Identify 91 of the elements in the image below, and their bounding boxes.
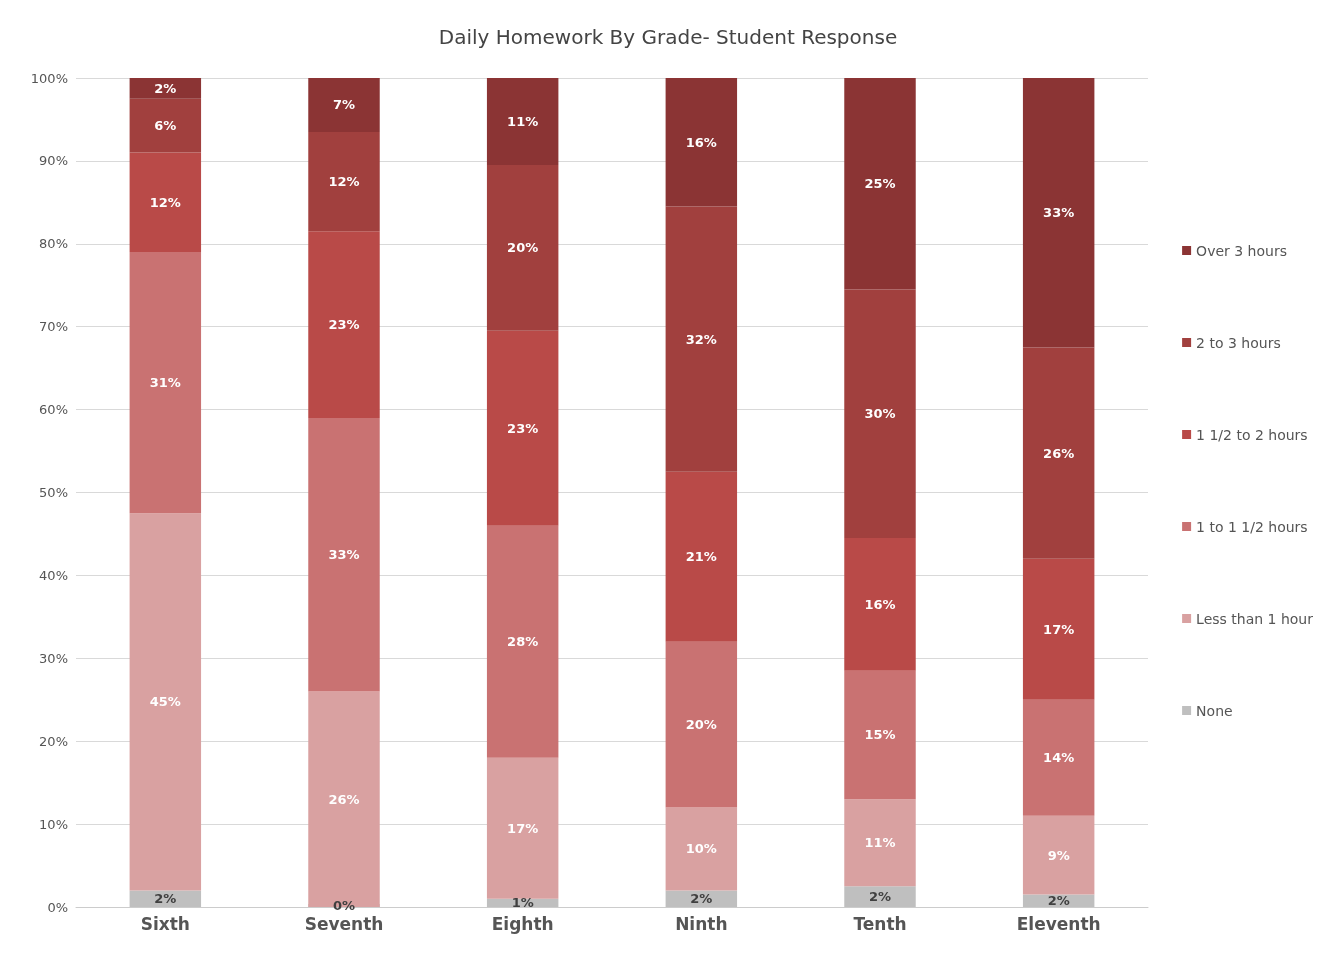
data-label: 26% [328,791,360,807]
bar [844,78,916,290]
y-tick-label: 10% [39,816,68,832]
data-label: 16% [864,596,896,612]
legend-label: 1 to 1 1/2 hours [1196,518,1308,535]
bar [129,513,202,891]
y-tick-label: 60% [39,402,68,418]
x-tick-label: Ninth [675,913,728,934]
data-label: 28% [507,634,539,650]
x-tick-label: Eleventh [1016,913,1101,934]
bar [308,231,380,418]
y-tick-label: 80% [39,236,68,252]
data-label: 33% [328,547,360,563]
bar [129,152,202,253]
bar [486,78,559,166]
y-tick-label: 50% [39,485,68,500]
y-tick-label: 90% [39,153,68,169]
data-label: 11% [864,835,896,851]
data-label: 11% [507,114,539,130]
bar [665,807,738,891]
data-label: 15% [864,727,896,743]
bar [486,330,559,526]
bar [844,886,916,907]
data-label: 16% [685,134,717,150]
bar [308,78,380,132]
bar [665,206,738,472]
data-label: 9% [1047,847,1070,863]
legend-label: 2 to 3 hours [1196,334,1281,351]
chart-title: Daily Homework By Grade- Student Response [438,25,898,49]
data-label: 12% [328,174,360,190]
data-label: 2% [690,891,713,907]
data-label: 31% [149,375,181,391]
data-label: 23% [328,317,360,333]
y-tick-label: 100% [30,70,68,86]
bar [665,641,738,808]
data-label: 2% [868,889,892,905]
bar [1022,815,1095,895]
y-tick-label: 40% [39,567,68,583]
x-tick-label: Tenth [853,913,907,934]
legend-label: None [1196,702,1233,719]
data-label: 26% [1043,445,1075,461]
data-label: 2% [154,80,177,96]
data-label: 20% [507,240,539,256]
data-label: 20% [685,717,717,733]
bar [486,757,559,899]
x-tick-label: Sixth [140,913,190,934]
legend-label: Less than 1 hour [1196,610,1314,627]
bar [665,890,738,907]
legend-label: Over 3 hours [1196,242,1287,259]
bar [486,165,559,331]
data-label: 21% [685,549,717,565]
data-label: 45% [149,694,181,710]
data-label: 23% [507,420,539,436]
data-label: 30% [864,406,896,422]
data-label: 1% [511,895,534,911]
bar [486,525,559,758]
bar [308,131,380,232]
y-tick-label: 70% [39,319,68,335]
data-label: 33% [1043,205,1075,221]
bar [844,799,916,887]
y-tick-label: 20% [39,733,68,749]
bar [129,78,202,99]
bar [129,98,202,153]
data-label: 32% [685,331,717,347]
bar [1022,78,1095,348]
bar [665,78,738,207]
data-label: 10% [685,841,717,857]
y-tick-label: 30% [39,650,68,666]
bar [844,670,916,800]
x-tick-label: Seventh [304,913,384,934]
x-tick-label: Eighth [491,913,554,934]
bar [129,252,202,514]
bar [308,417,380,692]
data-label: 25% [864,176,896,192]
y-tick-label: 0% [47,899,68,915]
bar [1022,347,1095,559]
data-label: 17% [507,820,539,836]
data-label: 12% [149,194,181,210]
data-label: 6% [154,118,177,134]
data-label: 7% [332,97,356,113]
bar [844,538,916,671]
data-label: 2% [154,891,177,907]
bar [129,890,202,907]
data-label: 2% [1047,893,1070,909]
bar [1022,558,1095,700]
bar [844,289,916,539]
legend-label: 1 1/2 to 2 hours [1196,426,1308,443]
data-label: 14% [1043,750,1075,766]
data-label: 17% [1043,621,1075,637]
bar [1022,699,1095,816]
bar [665,471,738,642]
